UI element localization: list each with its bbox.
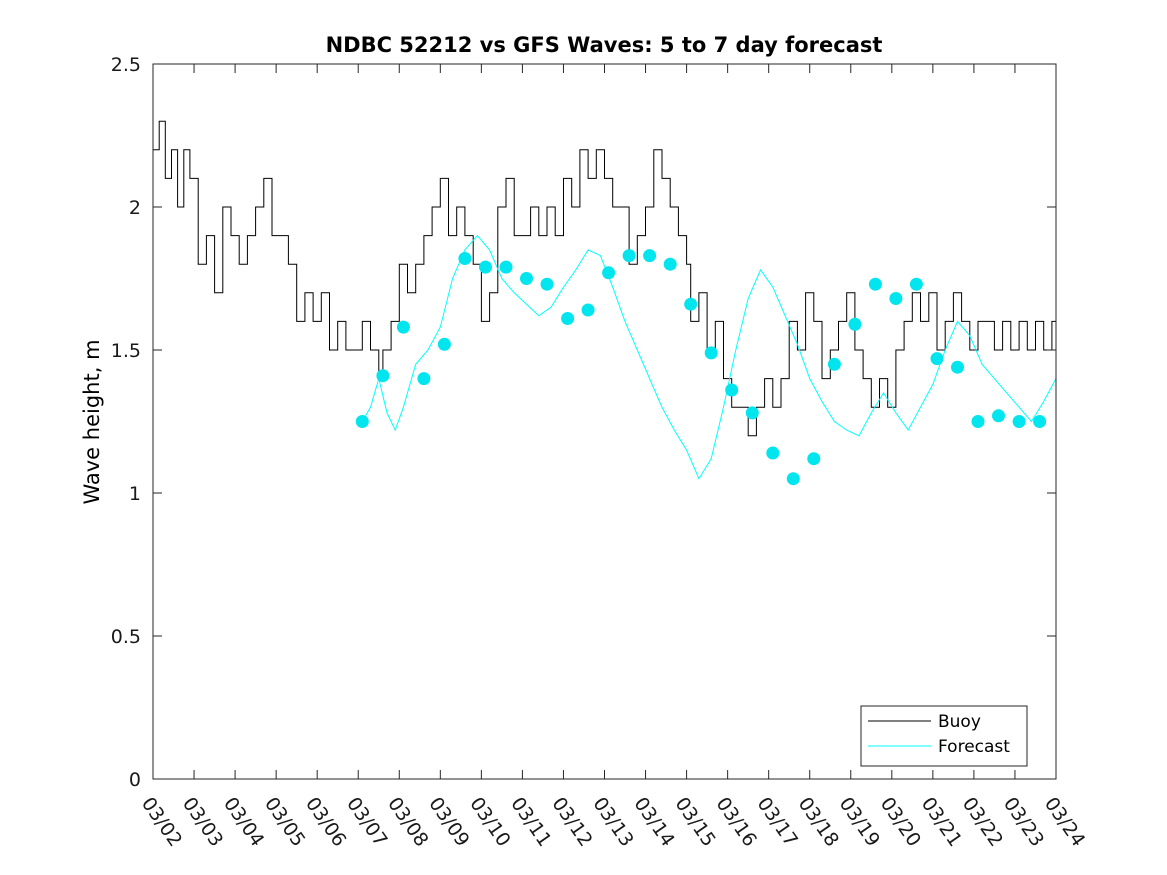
forecast-point (437, 337, 451, 351)
y-tick-label: 2 (129, 197, 141, 219)
y-tick-label: 2.5 (111, 54, 141, 76)
forecast-point (1012, 415, 1026, 428)
forecast-point (479, 260, 492, 274)
marker-layer (355, 249, 1047, 486)
legend: Buoy Forecast (860, 705, 1028, 767)
chart-title: NDBC 52212 vs GFS Waves: 5 to 7 day fore… (326, 33, 883, 57)
forecast-point (992, 409, 1005, 423)
legend-box (860, 705, 1028, 767)
forecast-point (807, 452, 821, 466)
y-axis-label: Wave height, m (80, 339, 104, 504)
series-buoy-line (153, 120, 1057, 437)
y-tick-label: 0 (129, 769, 141, 791)
forecast-point (602, 266, 616, 280)
forecast-point (868, 277, 882, 291)
forecast-point (745, 406, 759, 420)
forecast-point (561, 312, 575, 325)
forecast-point (1033, 415, 1047, 428)
y-tick-label: 1.5 (111, 340, 141, 362)
forecast-point (725, 383, 739, 397)
forecast-point (889, 292, 903, 305)
forecast-point (376, 369, 390, 383)
forecast-point (499, 260, 513, 274)
forecast-point (704, 346, 718, 360)
forecast-point (643, 249, 657, 263)
forecast-point (622, 249, 636, 263)
forecast-point (540, 277, 554, 291)
forecast-point (355, 415, 369, 428)
forecast-point (951, 360, 964, 374)
forecast-point (396, 320, 410, 334)
plot-area (153, 64, 1056, 779)
y-axis: 0 0.5 1 1.5 2 2.5 (111, 54, 1056, 791)
forecast-point (684, 297, 698, 311)
forecast-point (827, 357, 841, 371)
forecast-point (786, 472, 800, 486)
forecast-point (458, 252, 472, 265)
forecast-point (909, 277, 923, 291)
forecast-point (581, 303, 595, 317)
forecast-point (930, 352, 944, 366)
legend-forecast-label: Forecast (938, 737, 1010, 757)
forecast-point (766, 446, 780, 460)
forecast-point (417, 372, 431, 386)
forecast-point (663, 257, 677, 271)
forecast-point (520, 272, 533, 285)
legend-buoy-label: Buoy (938, 712, 981, 732)
y-tick-label: 1 (129, 483, 141, 505)
forecast-point (848, 317, 862, 331)
forecast-point (971, 415, 985, 428)
y-tick-label: 0.5 (111, 626, 141, 648)
